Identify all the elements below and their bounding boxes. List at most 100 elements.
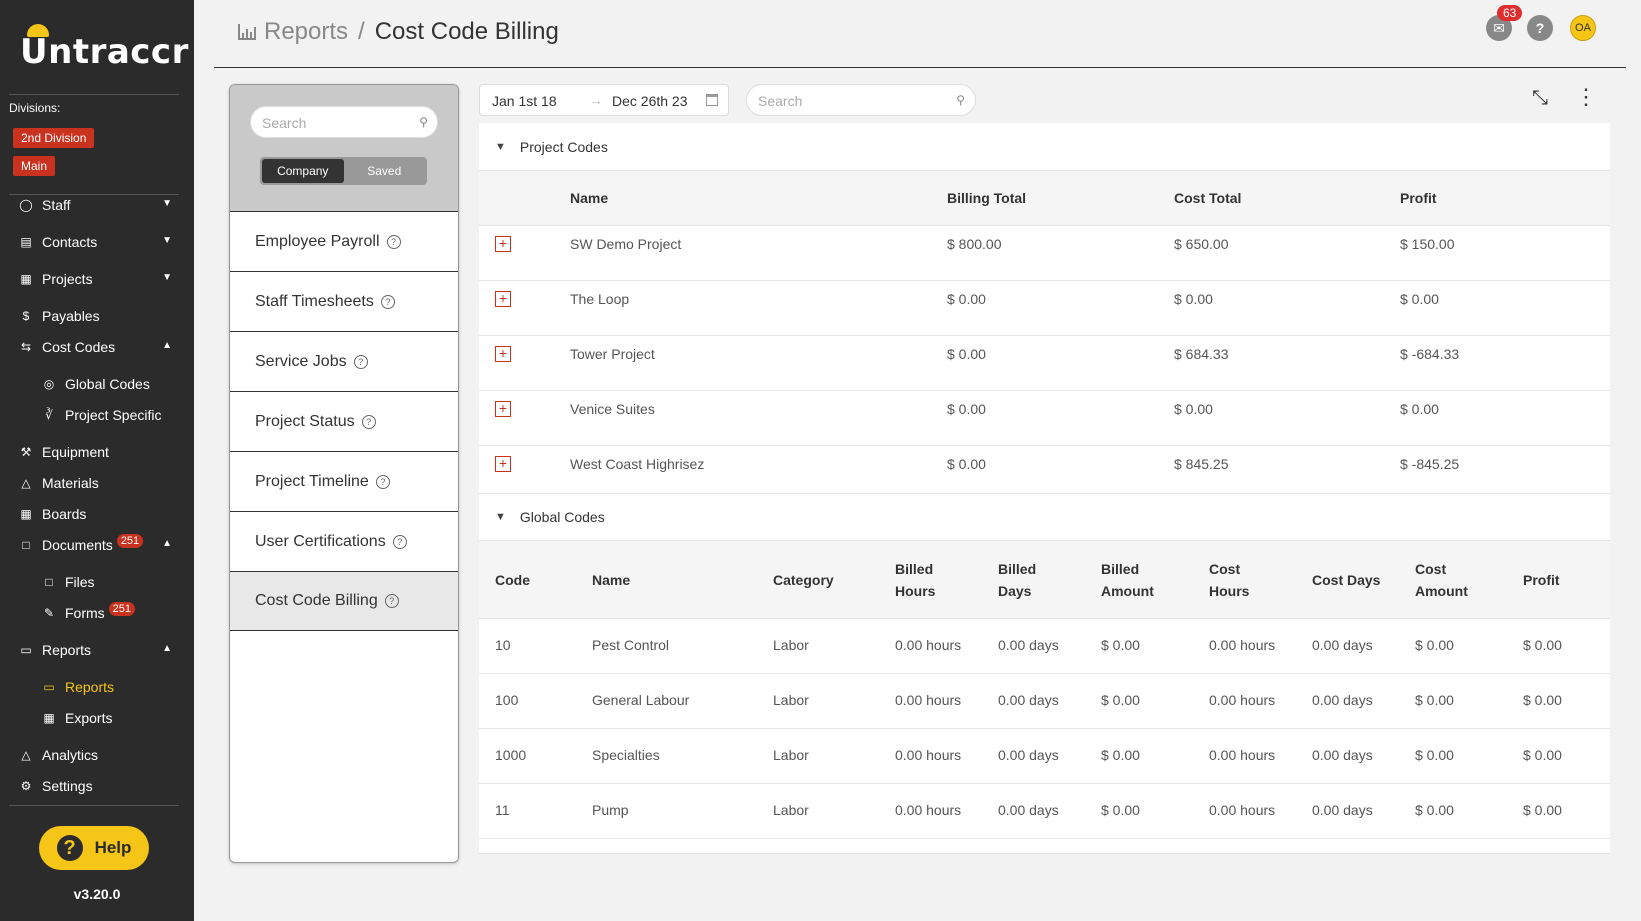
sidebar-item-analytics[interactable]: △ Analytics <box>18 744 178 766</box>
table-row[interactable]: + SW Demo Project $ 800.00 $ 650.00 $ 150.00 <box>479 226 1610 281</box>
sidebar-item-contacts[interactable]: ▤ Contacts ▼ <box>18 231 178 253</box>
sidebar-item-reports[interactable]: ▭ Reports ▲ <box>18 639 178 661</box>
table-row[interactable]: 10 Pest Control Labor 0.00 hours 0.00 days $ … <box>479 619 1610 674</box>
sidebar-item-documents[interactable]: □ Documents 251 ▲ <box>18 534 178 556</box>
globe-icon: ◎ <box>43 377 55 391</box>
help-button-label: Help <box>94 838 132 857</box>
avatar[interactable]: OA <box>1570 15 1596 41</box>
question-circle-icon[interactable]: ? <box>375 474 390 489</box>
column-header-line: Amount <box>1415 583 1468 599</box>
date-start[interactable]: Jan 1st 18 <box>492 93 557 109</box>
question-circle-icon[interactable]: ? <box>380 294 395 309</box>
help-icon[interactable]: ? <box>1527 15 1553 41</box>
table-row[interactable]: + Venice Suites $ 0.00 $ 0.00 $ 0.00 <box>479 391 1610 446</box>
toggle-saved[interactable]: Saved <box>367 164 402 178</box>
breadcrumb-separator: / <box>358 18 365 45</box>
column-header[interactable]: Profit <box>1523 569 1560 591</box>
sidebar-item-cost-codes[interactable]: ⇆ Cost Codes ▲ <box>18 336 178 358</box>
sidebar-item-settings[interactable]: ⚙ Settings <box>18 775 178 797</box>
more-vertical-icon[interactable]: ⋮ <box>1575 84 1597 109</box>
report-content: ▼ Project Codes Name Billing Total Cost … <box>479 123 1610 853</box>
sidebar-item-payables[interactable]: $ Payables <box>18 305 178 327</box>
column-header[interactable]: Cost Amount <box>1415 558 1468 602</box>
report-item-service-jobs[interactable]: Service Jobs ? <box>230 331 458 391</box>
column-header-line: Cost <box>1209 561 1241 577</box>
report-item-project-timeline[interactable]: Project Timeline ? <box>230 451 458 511</box>
table-cell: $ 0.00 <box>1415 637 1454 653</box>
sidebar-item-project-specific[interactable]: ∛ Project Specific <box>41 404 201 426</box>
report-item-cost-code-billing[interactable]: Cost Code Billing ? <box>230 571 458 631</box>
expand-row-icon[interactable]: + <box>495 456 511 472</box>
untraccr-logo[interactable]: Untraccr <box>20 24 188 72</box>
fullscreen-icon[interactable]: ⤡ <box>1532 87 1548 109</box>
column-header[interactable]: Cost Total <box>1174 190 1242 206</box>
column-header[interactable]: Code <box>495 569 530 591</box>
report-item-user-certifications[interactable]: User Certifications ? <box>230 511 458 571</box>
report-item-project-status[interactable]: Project Status ? <box>230 391 458 451</box>
column-header-line: Billed <box>895 561 934 577</box>
column-header[interactable]: Name <box>592 569 630 591</box>
calendar-icon <box>706 94 718 106</box>
table-cell: Venice Suites <box>570 401 655 417</box>
column-header[interactable]: Cost Days <box>1312 569 1380 591</box>
table-row[interactable]: + The Loop $ 0.00 $ 0.00 $ 0.00 <box>479 281 1610 336</box>
expand-row-icon[interactable]: + <box>495 346 511 362</box>
expand-row-icon[interactable]: + <box>495 291 511 307</box>
column-header[interactable]: Billed Hours <box>895 558 935 602</box>
project-codes-header[interactable]: ▼ Project Codes <box>479 123 1610 171</box>
question-icon: ? <box>56 835 83 861</box>
question-circle-icon[interactable]: ? <box>392 534 407 549</box>
sidebar-item-projects[interactable]: ▦ Projects ▼ <box>18 268 178 290</box>
table-row[interactable]: + Tower Project $ 0.00 $ 684.33 $ -684.33 <box>479 336 1610 391</box>
help-button[interactable]: ? Help <box>39 826 149 870</box>
column-header[interactable]: Billed Days <box>998 558 1036 602</box>
question-circle-icon[interactable]: ? <box>361 414 376 429</box>
question-circle-icon[interactable]: ? <box>384 594 399 608</box>
question-circle-icon[interactable]: ? <box>353 354 368 369</box>
sidebar-item-boards[interactable]: ▦ Boards <box>18 503 178 525</box>
sidebar-item-materials[interactable]: △ Materials <box>18 472 178 494</box>
column-header[interactable]: Billed Amount <box>1101 558 1154 602</box>
table-row[interactable]: 1000 Specialties Labor 0.00 hours 0.00 days $… <box>479 729 1610 784</box>
sidebar-item-label: Materials <box>42 475 99 491</box>
report-item-employee-payroll[interactable]: Employee Payroll ? <box>230 211 458 271</box>
sidebar-item-equipment[interactable]: ⚒ Equipment <box>18 441 178 463</box>
dollar-circle-icon: $ <box>22 309 30 323</box>
table-cell: 100 <box>495 692 519 708</box>
sidebar-item-reports-sub[interactable]: ▭ Reports <box>41 676 201 698</box>
toggle-company[interactable]: Company <box>262 159 344 183</box>
table-cell: Pump <box>592 802 629 818</box>
question-circle-icon[interactable]: ? <box>386 234 401 249</box>
report-item-staff-timesheets[interactable]: Staff Timesheets ? <box>230 271 458 331</box>
global-codes-header[interactable]: ▼ Global Codes <box>479 493 1610 541</box>
table-cell: 0.00 hours <box>1209 802 1276 818</box>
division-badge-main[interactable]: Main <box>13 156 56 176</box>
table-row[interactable]: 11 Pump Labor 0.00 hours 0.00 days $ 0.00 0.00… <box>479 784 1610 839</box>
date-range-picker[interactable]: Jan 1st 18 → Dec 26th 23 <box>479 84 729 116</box>
expand-row-icon[interactable]: + <box>495 401 511 417</box>
report-search-input[interactable]: Search ⚲ <box>250 106 438 138</box>
division-badge-2nd[interactable]: 2nd Division <box>13 128 95 148</box>
table-cell: 1000 <box>495 747 527 763</box>
column-header[interactable]: Profit <box>1400 190 1437 206</box>
table-cell: 0.00 hours <box>1209 747 1276 763</box>
column-header[interactable]: Category <box>773 569 834 591</box>
column-header-line: Profit <box>1523 572 1560 588</box>
flask-icon: △ <box>21 748 31 762</box>
sidebar-item-forms[interactable]: ✎ Forms 251 <box>41 602 201 624</box>
table-cell: The Loop <box>570 291 630 307</box>
date-end[interactable]: Dec 26th 23 <box>612 93 688 109</box>
report-data-search-input[interactable]: Search ⚲ <box>746 84 976 116</box>
sidebar-item-staff[interactable]: ◯ Staff ▼ <box>18 194 178 216</box>
sidebar-item-files[interactable]: □ Files <box>41 571 201 593</box>
column-header[interactable]: Billing Total <box>947 190 1027 206</box>
column-header[interactable]: Cost Hours <box>1209 558 1249 602</box>
column-header[interactable]: Name <box>570 190 609 206</box>
sidebar-item-exports[interactable]: ▦ Exports <box>41 707 201 729</box>
sidebar-item-global-codes[interactable]: ◎ Global Codes <box>41 373 201 395</box>
expand-row-icon[interactable]: + <box>495 236 511 252</box>
table-cell: 0.00 days <box>1312 747 1373 763</box>
breadcrumb-parent[interactable]: Reports <box>264 18 349 45</box>
bar-chart-icon: ▭ <box>43 680 55 694</box>
table-row[interactable]: 100 General Labour Labor 0.00 hours 0.00 day… <box>479 674 1610 729</box>
